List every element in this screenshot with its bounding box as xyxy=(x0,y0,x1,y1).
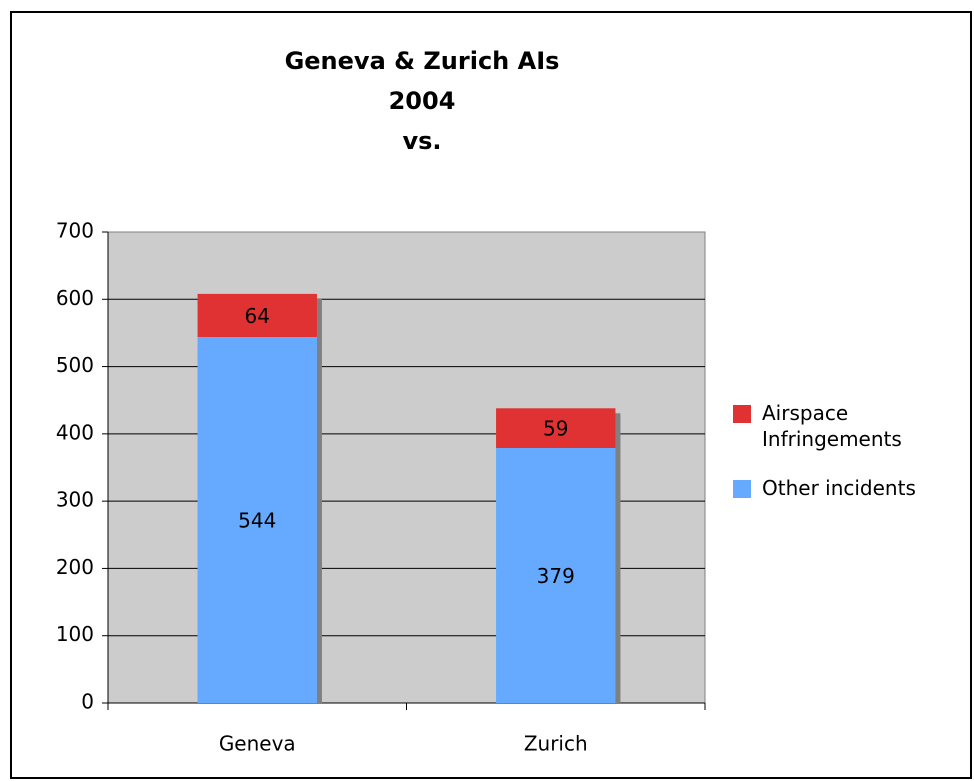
x-tick-label: Zurich xyxy=(524,732,588,756)
legend-label: Airspace Infringements xyxy=(762,401,902,451)
bar-segment xyxy=(496,447,616,703)
data-label: 544 xyxy=(238,508,276,532)
chart-title: vs. xyxy=(402,127,441,155)
y-tick-label: 500 xyxy=(56,353,94,377)
bar-segment xyxy=(496,408,616,448)
chart-title: Geneva & Zurich AIs xyxy=(285,47,560,75)
y-tick-label: 600 xyxy=(56,286,94,310)
y-tick-label: 200 xyxy=(56,555,94,579)
bar-segment xyxy=(197,293,317,337)
x-tick-label: Geneva xyxy=(219,732,296,756)
data-label: 64 xyxy=(245,304,270,328)
data-label: 59 xyxy=(543,417,568,441)
data-label: 379 xyxy=(537,564,575,588)
legend-swatch xyxy=(733,405,751,423)
legend-label: Other incidents xyxy=(762,476,916,500)
bar-segment xyxy=(197,336,317,703)
y-tick-label: 300 xyxy=(56,488,94,512)
y-tick-label: 0 xyxy=(81,690,94,714)
legend-swatch xyxy=(733,480,751,498)
y-tick-label: 700 xyxy=(56,219,94,243)
y-tick-label: 100 xyxy=(56,622,94,646)
y-tick-label: 400 xyxy=(56,420,94,444)
chart-title: 2004 xyxy=(389,87,456,115)
